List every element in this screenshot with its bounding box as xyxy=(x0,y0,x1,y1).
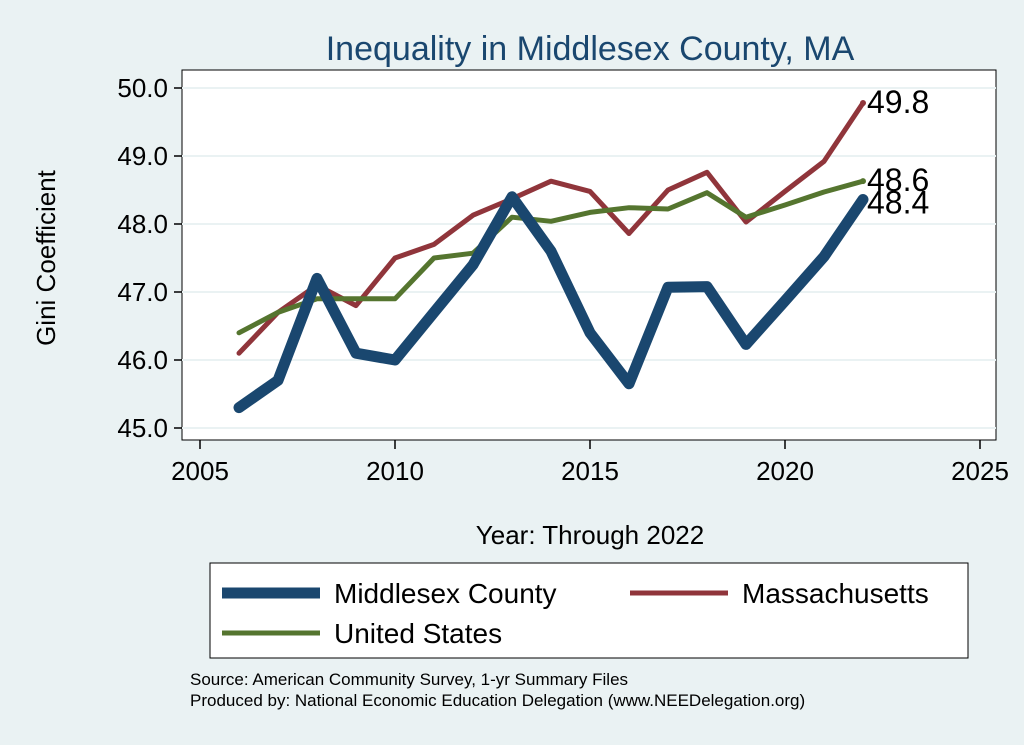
legend-label: United States xyxy=(334,618,502,649)
x-tick-label: 2005 xyxy=(171,456,229,486)
series-line-middlesex-county xyxy=(233,191,869,414)
end-marker xyxy=(860,99,866,106)
y-axis-label: Gini Coefficient xyxy=(31,169,61,346)
series-lines xyxy=(233,99,869,414)
legend-label: Massachusetts xyxy=(742,578,929,609)
y-axis: 45.0 46.0 47.0 48.0 49.0 50.0 xyxy=(117,73,182,443)
x-axis: 2005 2010 2015 2020 2025 xyxy=(171,440,1009,486)
y-tick-label: 50.0 xyxy=(117,73,168,103)
y-tick-label: 48.0 xyxy=(117,209,168,239)
y-tick-label: 47.0 xyxy=(117,277,168,307)
x-tick-label: 2020 xyxy=(756,456,814,486)
end-label: 48.4 xyxy=(867,185,929,221)
end-label: 49.8 xyxy=(867,84,929,120)
chart-title: Inequality in Middlesex County, MA xyxy=(326,30,855,68)
x-axis-label: Year: Through 2022 xyxy=(476,520,704,550)
end-label: 48.6 xyxy=(867,162,929,198)
y-tick-label: 46.0 xyxy=(117,345,168,375)
source-note: Source: American Community Survey, 1-yr … xyxy=(190,670,629,689)
x-tick-label: 2015 xyxy=(561,456,619,486)
series-line-united-states xyxy=(236,178,866,336)
y-tick-label: 45.0 xyxy=(117,413,168,443)
end-labels: 48.4 49.8 48.6 xyxy=(867,84,929,221)
legend-label: Middlesex County xyxy=(334,578,557,609)
y-tick-label: 49.0 xyxy=(117,141,168,171)
producer-note: Produced by: National Economic Education… xyxy=(190,691,806,710)
x-tick-label: 2025 xyxy=(951,456,1009,486)
plot-area xyxy=(181,69,997,441)
legend: Middlesex County Massachusetts United Stat… xyxy=(209,562,969,659)
x-tick-label: 2010 xyxy=(366,456,424,486)
end-marker xyxy=(860,178,866,185)
legend-box xyxy=(209,562,969,659)
